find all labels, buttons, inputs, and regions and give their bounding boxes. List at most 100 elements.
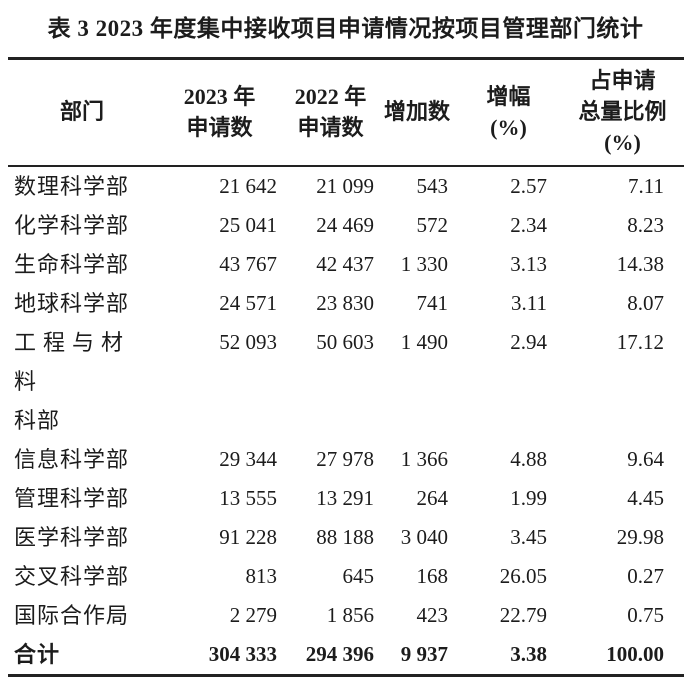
y2022-cell: 88 188 xyxy=(316,525,374,549)
y2023-cell: 21 642 xyxy=(219,174,277,198)
department-cell: 国际合作局 xyxy=(8,596,156,635)
statistics-table: 部门 2023 年申请数 2022 年申请数 增加数 增幅 (%) 占申请 总量比例 (%) 数… xyxy=(8,57,684,677)
department-name-line: 信息科学部 xyxy=(14,447,130,472)
y2022-cell: 23 830 xyxy=(316,291,374,315)
y2022-cell: 27 978 xyxy=(316,447,374,471)
share-cell: 8.23 xyxy=(627,213,664,237)
table-row: 管理科学部 13 555 13 291 264 1.99 4.45 xyxy=(8,479,684,518)
table-body: 数理科学部 21 642 21 099 543 2.57 7.11 化学科学部 25 041 2… xyxy=(8,166,684,676)
growth-cell: 22.79 xyxy=(499,603,547,627)
y2022-cell: 42 437 xyxy=(316,252,374,276)
column-header-line: 总量比例 xyxy=(578,99,667,124)
column-header-line: 2023 年 xyxy=(183,83,256,109)
column-header-line: 申请数 xyxy=(186,114,253,140)
increase-cell: 1 366 xyxy=(400,447,448,471)
increase-cell: 264 xyxy=(416,486,449,510)
department-cell: 工程与材料 科部 xyxy=(8,323,156,440)
growth-cell: 1.99 xyxy=(510,486,547,510)
column-header-line: 申请数 xyxy=(297,114,364,140)
share-cell: 8.07 xyxy=(627,291,664,315)
column-header-dept: 部门 xyxy=(8,59,156,167)
department-cell: 管理科学部 xyxy=(8,479,156,518)
department-name-line: 数理科学部 xyxy=(14,174,130,199)
department-name-line: 科部 xyxy=(14,408,61,433)
share-cell: 0.27 xyxy=(627,564,664,588)
share-cell: 4.45 xyxy=(627,486,664,510)
column-header-growth: 增幅 (%) xyxy=(456,59,561,167)
increase-cell: 1 490 xyxy=(400,330,448,354)
y2022-cell: 21 099 xyxy=(316,174,374,198)
table-row: 数理科学部 21 642 21 099 543 2.57 7.11 xyxy=(8,166,684,206)
column-header-line: (%) xyxy=(490,114,527,140)
growth-cell: 3.38 xyxy=(510,642,547,666)
department-cell: 交叉科学部 xyxy=(8,557,156,596)
y2022-cell: 294 396 xyxy=(305,642,374,666)
y2023-cell: 2 279 xyxy=(229,603,277,627)
y2022-cell: 24 469 xyxy=(316,213,374,237)
department-name-line: 工程与材料 xyxy=(14,330,131,394)
growth-cell: 2.34 xyxy=(510,213,547,237)
department-name-line: 医学科学部 xyxy=(14,525,130,550)
y2023-cell: 25 041 xyxy=(219,213,277,237)
table-row: 工程与材料科部 52 093 50 603 1 490 2.94 17.12 xyxy=(8,323,684,440)
increase-cell: 572 xyxy=(416,213,449,237)
department-cell: 医学科学部 xyxy=(8,518,156,557)
share-cell: 17.12 xyxy=(616,330,664,354)
table-row: 化学科学部 25 041 24 469 572 2.34 8.23 xyxy=(8,206,684,245)
department-name-line: 生命科学部 xyxy=(14,252,130,277)
y2022-cell: 50 603 xyxy=(316,330,374,354)
increase-cell: 543 xyxy=(416,174,449,198)
y2022-cell: 13 291 xyxy=(316,486,374,510)
y2023-cell: 13 555 xyxy=(219,486,277,510)
increase-cell: 9 937 xyxy=(400,642,448,666)
y2023-cell: 52 093 xyxy=(219,330,277,354)
department-name-line: 国际合作局 xyxy=(14,603,130,628)
growth-cell: 2.57 xyxy=(510,174,547,198)
share-cell: 7.11 xyxy=(628,174,664,198)
growth-cell: 3.11 xyxy=(511,291,547,315)
department-cell: 数理科学部 xyxy=(8,166,156,206)
table-header: 部门 2023 年申请数 2022 年申请数 增加数 增幅 (%) 占申请 总量比例 (%) xyxy=(8,59,684,167)
column-header-increase: 增加数 xyxy=(378,59,456,167)
y2023-cell: 43 767 xyxy=(219,252,277,276)
table-row: 地球科学部 24 571 23 830 741 3.11 8.07 xyxy=(8,284,684,323)
department-cell: 化学科学部 xyxy=(8,206,156,245)
column-header-share: 占申请 总量比例 (%) xyxy=(561,59,684,167)
growth-cell: 26.05 xyxy=(499,564,547,588)
department-cell: 地球科学部 xyxy=(8,284,156,323)
document-page: 表 3 2023 年度集中接收项目申请情况按项目管理部门统计 部门 2023 年申… xyxy=(8,16,684,677)
increase-cell: 3 040 xyxy=(400,525,448,549)
increase-cell: 741 xyxy=(416,291,449,315)
increase-cell: 168 xyxy=(416,564,449,588)
increase-cell: 1 330 xyxy=(400,252,448,276)
department-name-line: 地球科学部 xyxy=(14,291,130,316)
column-header-line: 2022 年 xyxy=(294,83,367,109)
column-header-y2022: 2022 年申请数 xyxy=(283,59,378,167)
growth-cell: 3.45 xyxy=(510,525,547,549)
increase-cell: 423 xyxy=(416,603,449,627)
share-cell: 100.00 xyxy=(606,642,664,666)
y2023-cell: 29 344 xyxy=(219,447,277,471)
table-row: 交叉科学部 813 645 168 26.05 0.27 xyxy=(8,557,684,596)
growth-cell: 2.94 xyxy=(510,330,547,354)
y2023-cell: 24 571 xyxy=(219,291,277,315)
table-caption: 表 3 2023 年度集中接收项目申请情况按项目管理部门统计 xyxy=(47,16,644,41)
table-row: 医学科学部 91 228 88 188 3 040 3.45 29.98 xyxy=(8,518,684,557)
department-name-line: 交叉科学部 xyxy=(14,564,130,589)
share-cell: 9.64 xyxy=(627,447,664,471)
total-row: 合计 304 333 294 396 9 937 3.38 100.00 xyxy=(8,635,684,676)
department-name-line: 化学科学部 xyxy=(14,213,130,238)
column-header-line: 增加数 xyxy=(383,99,450,124)
share-cell: 0.75 xyxy=(627,603,664,627)
department-cell: 合计 xyxy=(8,635,156,676)
y2023-cell: 91 228 xyxy=(219,525,277,549)
header-row: 部门 2023 年申请数 2022 年申请数 增加数 增幅 (%) 占申请 总量比例 (%) xyxy=(8,59,684,167)
department-name-line: 合计 xyxy=(14,642,61,667)
y2023-cell: 813 xyxy=(245,564,278,588)
column-header-line: 部门 xyxy=(59,99,104,124)
growth-cell: 4.88 xyxy=(510,447,547,471)
share-cell: 14.38 xyxy=(616,252,664,276)
column-header-line: 增幅 xyxy=(486,83,531,109)
y2022-cell: 1 856 xyxy=(326,603,374,627)
department-cell: 生命科学部 xyxy=(8,245,156,284)
